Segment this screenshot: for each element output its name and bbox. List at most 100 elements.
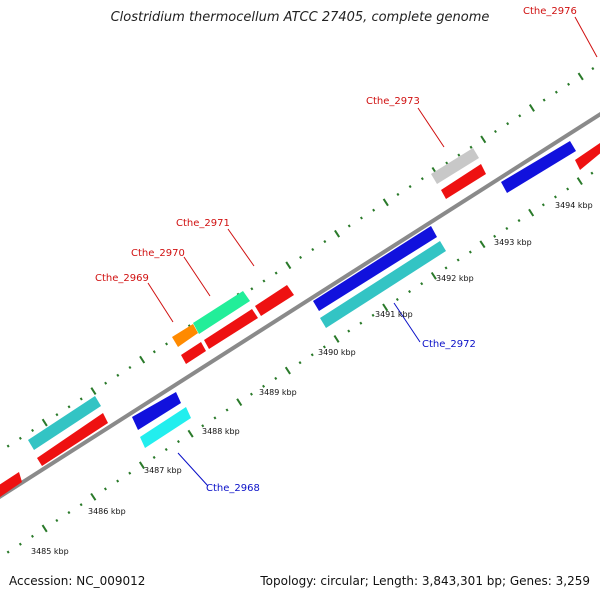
kbp-tick-label: 3487 kbp (144, 466, 182, 475)
ruler-minor-tick (518, 114, 522, 118)
kbp-tick-label: 3492 kbp (436, 274, 474, 283)
ruler-minor-tick (469, 145, 473, 149)
gene-arrow[interactable] (181, 342, 206, 364)
ruler-minor-tick (152, 350, 156, 354)
ruler-minor-tick (67, 511, 71, 515)
ruler-minor-tick (408, 290, 412, 294)
ruler-major-tick (187, 429, 194, 438)
gene-label-cthe-2971: Cthe_2971 (176, 218, 230, 229)
ruler-minor-tick (310, 353, 314, 357)
ruler-minor-tick (408, 185, 412, 189)
ruler-minor-tick (116, 479, 120, 483)
ruler-minor-tick (322, 345, 326, 349)
ruler-minor-tick (371, 313, 375, 317)
ruler-minor-tick (176, 440, 180, 444)
gene-arrow[interactable] (255, 285, 294, 316)
gene-label-cthe-2976: Cthe_2976 (523, 6, 577, 17)
ruler-major-tick (41, 418, 48, 427)
gene-arrow[interactable] (431, 148, 479, 184)
gene-arrow[interactable] (441, 164, 486, 199)
ruler-minor-tick (506, 122, 510, 126)
ruler-major-tick (334, 229, 341, 238)
ruler-minor-tick (420, 282, 424, 286)
ruler-minor-tick (30, 534, 34, 538)
ruler-minor-tick (274, 271, 278, 275)
kbp-tick-label: 3493 kbp (494, 238, 532, 247)
ruler-major-tick (285, 261, 292, 270)
ruler-minor-tick (225, 408, 229, 412)
gene-label-cthe-2969: Cthe_2969 (95, 273, 149, 284)
gene-arrow[interactable] (575, 141, 600, 170)
ruler-minor-tick (165, 342, 169, 346)
gene-arrow[interactable] (320, 241, 446, 328)
ruler-minor-tick (201, 424, 205, 428)
ruler-major-tick (382, 303, 389, 312)
kbp-tick-label: 3486 kbp (88, 507, 126, 516)
accession-label: Accession: NC_009012 (9, 574, 146, 588)
kbp-tick-label: 3489 kbp (259, 388, 297, 397)
gene-arrow[interactable] (140, 407, 191, 448)
kbp-tick-label: 3491 kbp (375, 310, 413, 319)
ruler-minor-tick (55, 518, 59, 523)
gene-arrow[interactable] (313, 226, 437, 311)
gene-label-cthe-2973: Cthe_2973 (366, 96, 420, 107)
ruler-minor-tick (444, 266, 448, 270)
ruler-minor-tick (152, 455, 156, 459)
ruler-minor-tick (274, 376, 278, 380)
ruler-minor-tick (493, 129, 497, 134)
ruler-major-tick (528, 104, 535, 112)
ruler-major-tick (139, 355, 146, 364)
ruler-minor-tick (456, 258, 460, 262)
ruler-minor-tick (213, 416, 217, 420)
gene-arrow[interactable] (37, 413, 108, 466)
ruler-major-tick (430, 271, 437, 280)
ruler-minor-tick (55, 413, 59, 417)
genome-summary: Topology: circular; Length: 3,843,301 bp… (260, 574, 590, 588)
gene-arrow[interactable] (0, 472, 22, 497)
kbp-tick-label: 3490 kbp (318, 348, 356, 357)
gene-arrow[interactable] (172, 324, 198, 347)
gene-label-cthe-2968: Cthe_2968 (206, 483, 260, 494)
ruler-minor-tick (554, 90, 558, 94)
kbp-tick-label: 3494 kbp (555, 201, 593, 210)
ruler-major-tick (382, 198, 389, 207)
ruler-minor-tick (298, 361, 302, 365)
ruler-major-tick (90, 387, 97, 395)
ruler-minor-tick (468, 250, 472, 254)
ruler-minor-tick (457, 153, 461, 157)
ruler-minor-tick (128, 471, 132, 475)
ruler-minor-tick (420, 177, 424, 181)
ruler-minor-tick (347, 329, 351, 333)
ruler-minor-tick (396, 192, 400, 196)
gene-arrow[interactable] (501, 141, 576, 193)
ruler-major-tick (41, 524, 48, 533)
ruler-minor-tick (104, 381, 108, 385)
gene-label-cthe-2970: Cthe_2970 (131, 248, 185, 259)
gene-arrow[interactable] (193, 291, 250, 334)
ruler-minor-tick (128, 365, 132, 370)
ruler-minor-tick (262, 384, 266, 388)
ruler-minor-tick (372, 208, 376, 212)
ruler-minor-tick (262, 279, 266, 283)
ruler-major-tick (138, 461, 145, 470)
reverse-genes (132, 141, 576, 448)
ruler-minor-tick (590, 171, 594, 175)
ruler-minor-tick (347, 224, 351, 228)
ruler-minor-tick (445, 161, 449, 165)
inner-dotted-ruler (6, 171, 594, 554)
kbp-tick-label: 3488 kbp (202, 427, 240, 436)
gene-arrow[interactable] (132, 392, 181, 430)
ruler-minor-tick (299, 255, 303, 259)
ruler-minor-tick (6, 550, 10, 554)
ruler-minor-tick (67, 405, 71, 409)
ruler-major-tick (90, 492, 97, 501)
ruler-major-tick (480, 135, 487, 144)
gene-arrow[interactable] (28, 396, 101, 450)
ruler-minor-tick (359, 216, 363, 220)
ruler-minor-tick (18, 542, 22, 546)
ruler-minor-tick (103, 487, 107, 491)
map-title: Clostridium thermocellum ATCC 27405, com… (110, 10, 490, 25)
ruler-minor-tick (164, 447, 168, 452)
gene-arrow[interactable] (204, 309, 258, 349)
ruler-minor-tick (553, 195, 557, 199)
